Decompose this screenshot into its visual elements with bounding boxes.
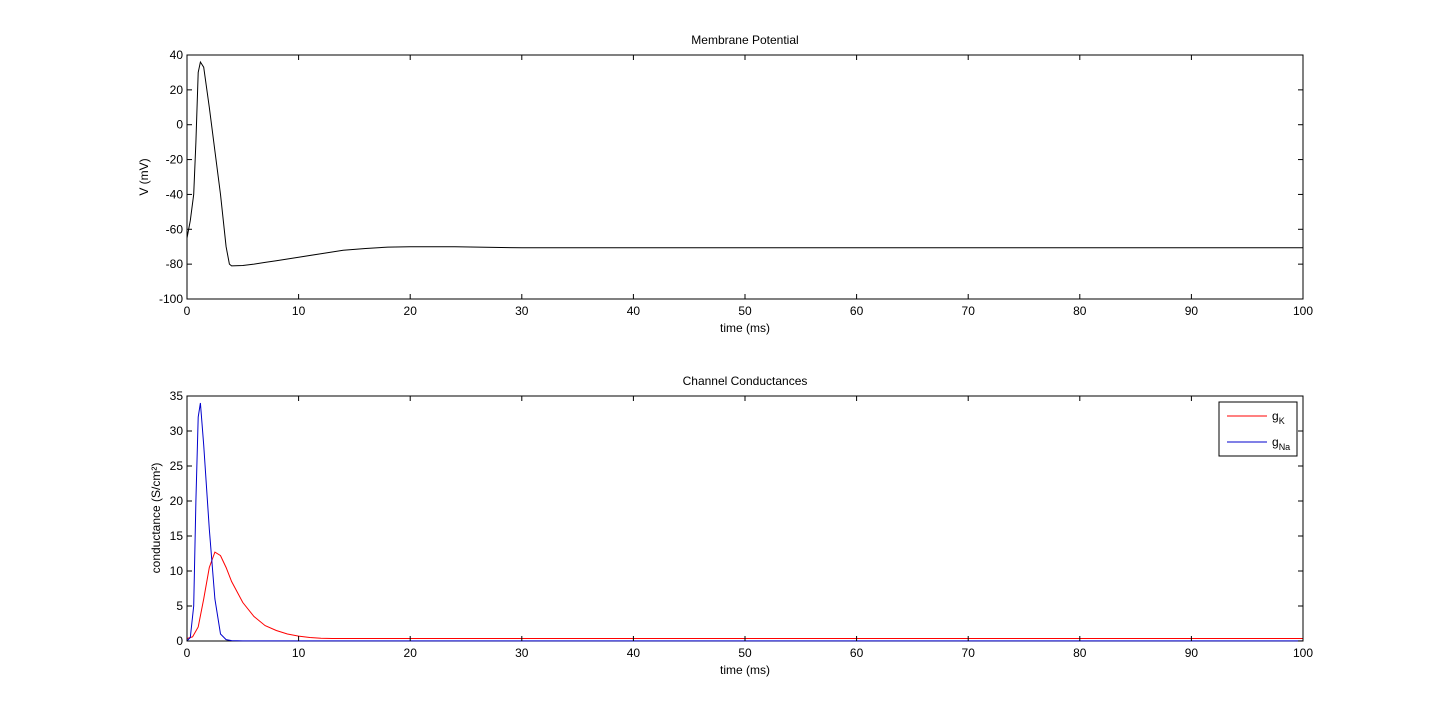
y-tick-label: 15 bbox=[170, 529, 184, 543]
x-tick-label: 50 bbox=[738, 646, 752, 660]
x-tick-label: 70 bbox=[962, 304, 976, 318]
series-layer bbox=[186, 60, 1303, 267]
series-layer bbox=[186, 402, 1303, 642]
x-tick-label: 40 bbox=[627, 646, 641, 660]
y-tick-label: 20 bbox=[170, 83, 184, 97]
legend-label-gk-main: g bbox=[1272, 409, 1279, 423]
plot-title: Membrane Potential bbox=[691, 33, 798, 47]
x-tick-label: 100 bbox=[1293, 646, 1313, 660]
y-tick-label: 20 bbox=[170, 494, 184, 508]
y-axis-label: conductance (S/cm²) bbox=[149, 463, 163, 574]
legend-label-gna: gNa bbox=[1272, 435, 1290, 452]
y-tick-label: 0 bbox=[176, 118, 183, 132]
y-axis-ticks: -100 -80 -60 -40 -20 0 20 40 bbox=[159, 48, 1303, 306]
plot-title: Channel Conductances bbox=[683, 374, 808, 388]
x-tick-label: 0 bbox=[184, 304, 191, 318]
plot-area-frame bbox=[186, 54, 1304, 300]
plot-area-frame bbox=[186, 395, 1304, 642]
y-tick-label: 5 bbox=[176, 599, 183, 613]
y-tick-label: 0 bbox=[176, 634, 183, 648]
x-tick-label: 20 bbox=[404, 646, 418, 660]
y-tick-label: -100 bbox=[159, 292, 183, 306]
y-tick-label: 40 bbox=[170, 48, 184, 62]
legend-label-gna-sub: Na bbox=[1279, 442, 1291, 452]
x-tick-label: 90 bbox=[1185, 304, 1199, 318]
x-axis-label: time (ms) bbox=[720, 321, 770, 335]
series-line-gk bbox=[186, 551, 1303, 639]
y-tick-label: -60 bbox=[166, 222, 184, 236]
legend: gK gNa bbox=[1218, 401, 1298, 457]
y-tick-label: 30 bbox=[170, 424, 184, 438]
y-tick-label: -20 bbox=[166, 153, 184, 167]
y-tick-label: -40 bbox=[166, 187, 184, 201]
x-tick-label: 30 bbox=[515, 304, 529, 318]
x-tick-label: 0 bbox=[184, 646, 191, 660]
series-line bbox=[186, 60, 1303, 267]
legend-label-gk: gK bbox=[1272, 409, 1285, 426]
x-tick-label: 30 bbox=[515, 646, 529, 660]
x-tick-label: 80 bbox=[1073, 646, 1087, 660]
legend-label-gk-sub: K bbox=[1279, 416, 1285, 426]
x-tick-label: 80 bbox=[1073, 304, 1087, 318]
x-axis-ticks: 0 10 20 30 40 50 60 70 80 90 100 bbox=[184, 396, 1313, 660]
y-tick-label: -80 bbox=[166, 257, 184, 271]
x-tick-label: 10 bbox=[292, 646, 306, 660]
x-tick-label: 40 bbox=[627, 304, 641, 318]
series-line-gna bbox=[186, 402, 1303, 642]
x-tick-label: 20 bbox=[404, 304, 418, 318]
y-axis-ticks: 0 5 10 15 20 25 30 35 bbox=[170, 389, 1303, 648]
legend-box bbox=[1218, 401, 1298, 457]
membrane-potential-panel: 0 10 20 30 40 50 60 70 80 90 100 -100-80-60-40-200… bbox=[137, 33, 1313, 335]
y-tick-label: 25 bbox=[170, 459, 184, 473]
y-tick-label: 35 bbox=[170, 389, 184, 403]
channel-conductances-panel: 0 10 20 30 40 50 60 70 80 90 100 0 5 10 15 20 25 30 35 Ch… bbox=[149, 374, 1313, 677]
y-axis-label: V (mV) bbox=[137, 158, 151, 195]
x-tick-label: 50 bbox=[738, 304, 752, 318]
x-tick-label: 70 bbox=[962, 646, 976, 660]
x-axis-label: time (ms) bbox=[720, 663, 770, 677]
x-tick-label: 60 bbox=[850, 304, 864, 318]
x-tick-label: 10 bbox=[292, 304, 306, 318]
legend-label-gna-main: g bbox=[1272, 435, 1279, 449]
y-tick-label: 10 bbox=[170, 564, 184, 578]
x-tick-label: 60 bbox=[850, 646, 864, 660]
x-tick-label: 90 bbox=[1185, 646, 1199, 660]
x-tick-label: 100 bbox=[1293, 304, 1313, 318]
x-axis-ticks: 0 10 20 30 40 50 60 70 80 90 100 bbox=[184, 55, 1313, 318]
